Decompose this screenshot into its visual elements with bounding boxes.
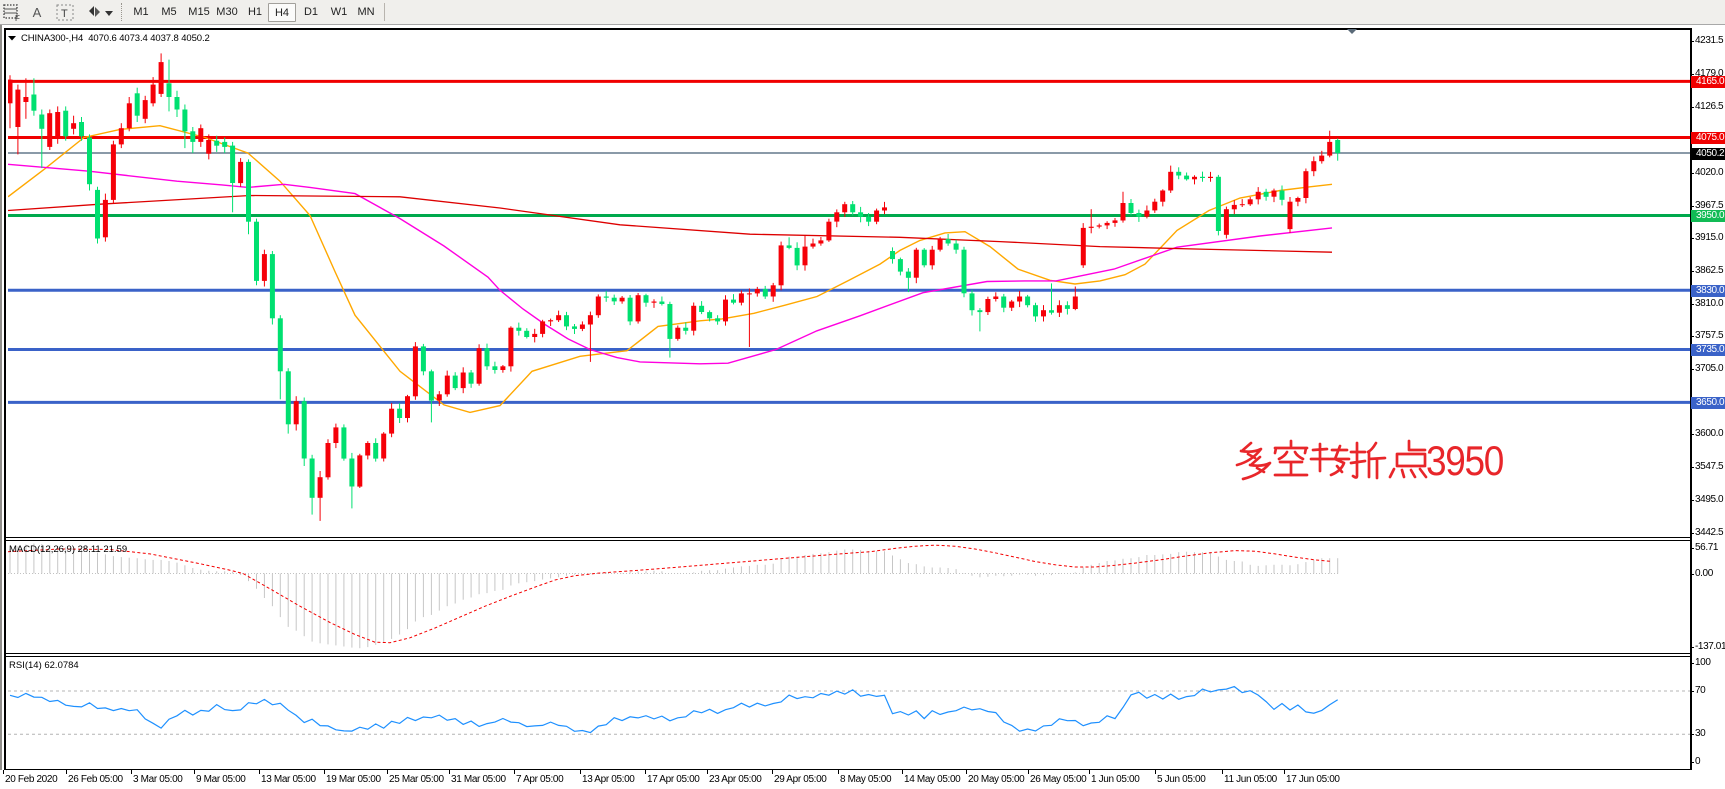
svg-text:T: T: [61, 8, 68, 20]
svg-text:F: F: [15, 14, 20, 23]
